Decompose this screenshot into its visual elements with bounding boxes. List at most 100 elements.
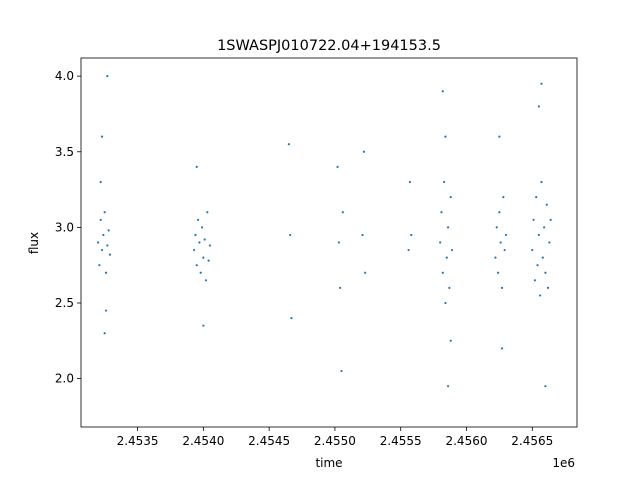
data-point [108,253,112,256]
data-point [102,233,105,237]
data-point [500,286,504,289]
data-point [194,233,197,237]
x-tick-label: 2.4555 [380,434,422,448]
data-point [289,233,292,237]
y-tick-label: 2.0 [55,372,74,386]
data-point [337,241,340,244]
data-point [533,279,537,282]
data-point [537,233,540,237]
data-point [207,259,210,262]
data-point [545,203,548,206]
data-point [539,294,542,297]
data-point [544,385,547,388]
data-point [449,339,452,342]
data-point [202,256,205,259]
data-point [341,211,344,214]
data-point [198,241,201,244]
data-point [202,324,205,327]
data-point [536,264,539,267]
data-point [362,150,365,153]
x-tick-label: 2.4540 [182,434,224,448]
data-points-layer [97,75,552,388]
y-tick-label: 3.0 [55,220,74,234]
data-point [440,211,443,214]
data-point [99,218,102,221]
data-point [107,229,110,232]
data-point [531,248,534,252]
data-point [546,286,550,289]
data-point [444,135,447,138]
data-point [339,286,342,289]
data-point [537,105,540,108]
data-point [444,301,447,305]
data-point [336,165,339,168]
data-point [193,248,196,252]
x-axis-ticks: 2.4535 2.4540 2.4545 2.4550 2.4555 2.4560 2.45… [117,427,553,448]
data-point [206,211,209,214]
data-point [503,248,506,252]
data-point [100,135,104,138]
data-point [495,226,498,229]
data-point [439,241,442,244]
data-point [441,90,444,93]
x-tick-label: 2.4565 [511,434,553,448]
plot-area-frame [80,57,578,428]
data-point [208,244,212,247]
chart-title: 1SWASPJ010722.04+194153.5 [217,38,441,54]
data-point [195,264,198,267]
data-point [97,241,100,244]
data-point [364,271,367,274]
data-point [541,256,544,259]
data-point [441,271,444,274]
data-point [410,233,413,237]
data-point [106,75,109,78]
data-point [408,180,412,184]
y-tick-label: 2.5 [55,296,74,310]
data-point [195,165,198,168]
data-point [532,218,535,221]
data-point [104,271,108,274]
data-point [103,332,106,335]
data-point [498,211,501,214]
data-point [196,218,200,221]
data-point [99,180,102,184]
data-point [98,264,101,267]
data-point [199,271,202,274]
data-point [104,309,108,312]
data-point [407,248,410,252]
x-axis-label: time [315,456,342,470]
y-axis-ticks: 2.0 2.5 3.0 3.5 4.0 [55,69,81,386]
data-point [445,256,448,259]
data-point [200,226,204,229]
data-point [494,256,497,259]
data-point [540,180,543,184]
data-point [106,244,109,247]
data-point [204,279,208,282]
data-point [544,271,547,274]
data-point [290,317,293,320]
y-axis-label: flux [27,232,41,254]
data-point [548,241,551,244]
y-tick-label: 3.5 [55,145,74,159]
x-tick-label: 2.4545 [248,434,290,448]
x-axis-offset-label: 1e6 [552,456,575,470]
data-point [340,369,343,373]
data-point [443,180,446,184]
data-point [446,385,450,388]
data-point [496,271,500,274]
data-point [549,218,552,221]
data-point [498,135,501,138]
y-tick-label: 4.0 [55,69,74,83]
data-point [499,241,502,244]
data-point [540,82,543,85]
data-point [446,226,450,229]
data-point [449,196,452,199]
x-tick-label: 2.4560 [445,434,487,448]
data-point [287,143,290,146]
data-point [100,248,104,252]
x-tick-label: 2.4535 [117,434,159,448]
data-point [535,196,538,199]
data-point [448,286,451,289]
data-point [502,196,505,199]
